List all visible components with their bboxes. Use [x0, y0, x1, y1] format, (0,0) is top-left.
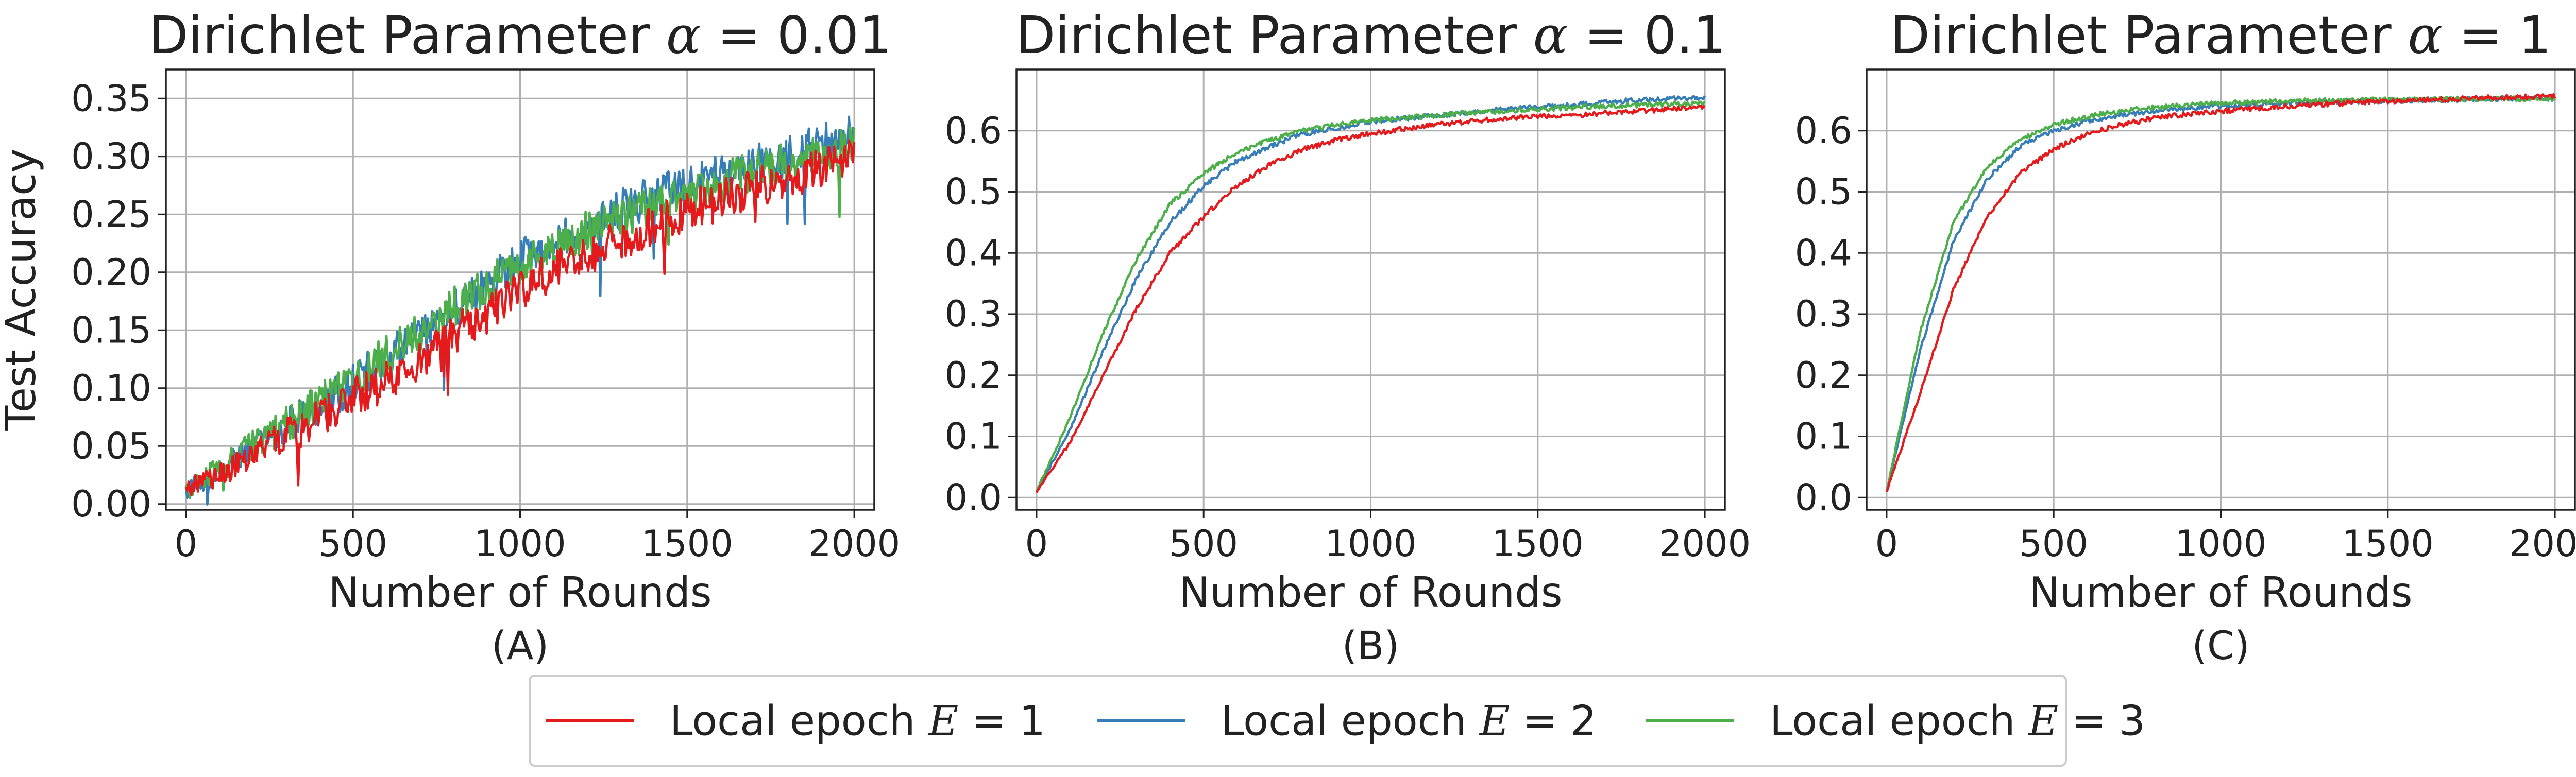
- x-tick-label: 2000: [1659, 523, 1751, 565]
- panels: 0 500 1000 1500 20000.000.050.100.150.200.25…: [0, 5, 2576, 668]
- y-tick-label: 0.6: [945, 110, 1002, 152]
- chart-title: Dirichlet Parameter α = 0.1: [1015, 5, 1725, 65]
- x-tick-label: 500: [2019, 523, 2088, 565]
- series-group: [1035, 95, 1706, 493]
- y-tick-label: 0.1: [945, 416, 1002, 458]
- y-tick-label: 0.6: [1795, 110, 1852, 152]
- x-tick-label: 1500: [641, 523, 733, 565]
- chart-panel-b: 0 500 1000 1500 2000 0.0 0.1 0.2 0.3 0.4 0.5 0.6 Dir…: [945, 5, 1751, 668]
- x-tick-label: 1500: [1492, 523, 1584, 565]
- x-axis-label: Number of Rounds: [1179, 568, 1562, 616]
- legend-item-e1: Local epoch E = 1: [546, 697, 1045, 745]
- y-tick-label: 0.0: [1795, 476, 1852, 519]
- y-tick-label: 0.3: [1795, 293, 1852, 335]
- series-line-e3: [184, 126, 856, 499]
- y-tick-label: 0.30: [71, 135, 151, 178]
- y-axis-label: Test Accuracy: [0, 148, 45, 431]
- x-tick-label: 0: [1875, 523, 1899, 565]
- series-line-e1: [1885, 93, 2556, 492]
- y-tick-label: 0.5: [1795, 171, 1852, 213]
- x-tick-label: 1500: [2342, 523, 2434, 565]
- chart-panel-a: 0 500 1000 1500 2000 0.00 0.05 0.10 0.15 0.20 0.25…: [0, 5, 900, 668]
- y-tick-label: 0.0: [945, 476, 1002, 519]
- x-tick-label: 500: [1169, 523, 1238, 565]
- y-tick-label: 0.00: [71, 483, 151, 525]
- legend-item-e2: Local epoch E = 2: [1097, 697, 1597, 745]
- x-tick-label: 2000: [808, 523, 900, 565]
- y-tick-label: 0.35: [71, 77, 151, 119]
- x-axis-label: Number of Rounds: [2029, 568, 2412, 616]
- chart-title: Dirichlet Parameter α = 0.01: [149, 5, 892, 65]
- legend-label: Local epoch E = 2: [1221, 697, 1597, 745]
- legend-label: Local epoch E = 1: [670, 697, 1045, 745]
- y-tick-label: 0.15: [71, 309, 151, 351]
- panel-label: (A): [492, 623, 549, 668]
- chart-title: Dirichlet Parameter α = 1: [1890, 5, 2551, 65]
- y-tick-label: 0.4: [945, 232, 1002, 274]
- y-tick-label: 0.3: [945, 293, 1002, 335]
- x-tick-label: 2000: [2509, 523, 2576, 565]
- y-tick-label: 0.05: [71, 425, 151, 467]
- x-tick-label: 1000: [2175, 523, 2266, 565]
- y-tick-label: 0.1: [1795, 416, 1852, 458]
- series-line-e1: [1035, 105, 1705, 493]
- x-tick-label: 0: [175, 523, 198, 565]
- y-tick-label: 0.2: [1795, 354, 1852, 396]
- y-tick-label: 0.2: [945, 354, 1002, 396]
- series-group: [1885, 93, 2556, 492]
- legend: Local epoch E = 1 Local epoch E = 2 Local …: [529, 675, 2145, 767]
- chart-panel-c: 0 500 1000 1500 2000 0.0 0.1 0.2 0.3 0.4 0.5 0.6 Dir…: [1795, 5, 2576, 668]
- panel-label: (C): [2192, 623, 2249, 668]
- x-tick-label: 0: [1025, 523, 1048, 565]
- x-tick-label: 1000: [1325, 523, 1416, 565]
- panel-label: (B): [1342, 623, 1399, 668]
- legend-box: [529, 675, 2067, 767]
- x-axis-label: Number of Rounds: [328, 568, 711, 616]
- y-tick-label: 0.10: [71, 367, 151, 409]
- series-group: [184, 115, 856, 506]
- y-tick-label: 0.5: [945, 171, 1002, 213]
- series-line-e3: [1035, 100, 1706, 493]
- y-tick-label: 0.20: [71, 251, 151, 293]
- x-tick-label: 500: [318, 523, 387, 565]
- series-line-e1: [184, 139, 856, 496]
- legend-label: Local epoch E = 3: [1770, 697, 2145, 745]
- x-tick-label: 1000: [474, 523, 566, 565]
- series-line-e3: [1885, 95, 2556, 492]
- y-tick-label: 0.4: [1795, 232, 1852, 274]
- y-tick-label: 0.25: [71, 193, 151, 235]
- legend-item-e3: Local epoch E = 3: [1646, 697, 2145, 745]
